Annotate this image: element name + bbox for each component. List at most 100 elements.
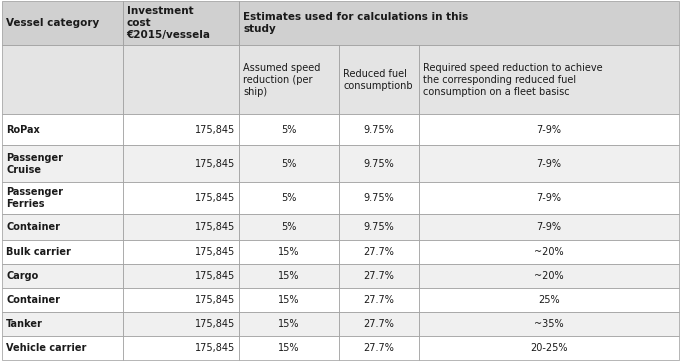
Bar <box>239 1 679 45</box>
Bar <box>339 214 419 240</box>
Bar <box>419 45 679 114</box>
Text: 15%: 15% <box>279 319 300 329</box>
Text: 5%: 5% <box>281 159 297 169</box>
Text: 7-9%: 7-9% <box>537 159 562 169</box>
Text: 20-25%: 20-25% <box>530 343 568 353</box>
Text: 9.75%: 9.75% <box>364 193 394 203</box>
Text: Vessel category: Vessel category <box>6 18 99 28</box>
Bar <box>239 336 339 360</box>
Text: 27.7%: 27.7% <box>364 319 394 329</box>
Text: Passenger
Cruise: Passenger Cruise <box>6 153 63 175</box>
Bar <box>2 45 123 114</box>
Bar <box>419 114 679 145</box>
Text: 15%: 15% <box>279 343 300 353</box>
Text: Bulk carrier: Bulk carrier <box>6 247 71 257</box>
Bar <box>419 288 679 312</box>
Text: Estimates used for calculations in this
study: Estimates used for calculations in this … <box>243 12 469 34</box>
Bar <box>339 45 419 114</box>
Bar <box>123 45 239 114</box>
Text: 15%: 15% <box>279 271 300 281</box>
Text: 27.7%: 27.7% <box>364 271 394 281</box>
Bar <box>2 182 123 214</box>
Bar <box>123 145 239 182</box>
Bar <box>419 312 679 336</box>
Text: Reduced fuel
consumptionb: Reduced fuel consumptionb <box>343 69 413 91</box>
Bar <box>239 114 339 145</box>
Bar <box>2 145 123 182</box>
Text: ~20%: ~20% <box>534 247 564 257</box>
Text: 175,845: 175,845 <box>195 343 235 353</box>
Bar <box>339 240 419 264</box>
Text: 15%: 15% <box>279 295 300 305</box>
Bar <box>239 240 339 264</box>
Bar <box>419 264 679 288</box>
Bar <box>2 214 123 240</box>
Text: 175,845: 175,845 <box>195 222 235 232</box>
Text: RoPax: RoPax <box>6 125 40 135</box>
Bar <box>2 1 123 45</box>
Bar <box>239 264 339 288</box>
Bar <box>339 145 419 182</box>
Text: 5%: 5% <box>281 125 297 135</box>
Text: Required speed reduction to achieve
the corresponding reduced fuel
consumption o: Required speed reduction to achieve the … <box>423 63 603 97</box>
Text: 25%: 25% <box>538 295 560 305</box>
Text: 175,845: 175,845 <box>195 295 235 305</box>
Bar <box>339 182 419 214</box>
Text: Container: Container <box>6 222 60 232</box>
Text: 9.75%: 9.75% <box>364 159 394 169</box>
Text: 15%: 15% <box>279 247 300 257</box>
Text: 5%: 5% <box>281 222 297 232</box>
Bar <box>123 312 239 336</box>
Bar <box>123 264 239 288</box>
Bar <box>2 240 123 264</box>
Bar <box>239 288 339 312</box>
Text: ~35%: ~35% <box>534 319 564 329</box>
Text: 9.75%: 9.75% <box>364 222 394 232</box>
Bar <box>2 288 123 312</box>
Bar <box>123 336 239 360</box>
Text: ~20%: ~20% <box>534 271 564 281</box>
Bar <box>123 288 239 312</box>
Bar <box>123 1 239 45</box>
Bar <box>2 336 123 360</box>
Bar <box>123 182 239 214</box>
Text: 175,845: 175,845 <box>195 125 235 135</box>
Text: 5%: 5% <box>281 193 297 203</box>
Bar <box>339 114 419 145</box>
Bar <box>419 240 679 264</box>
Text: 175,845: 175,845 <box>195 193 235 203</box>
Text: 27.7%: 27.7% <box>364 343 394 353</box>
Text: 175,845: 175,845 <box>195 271 235 281</box>
Bar <box>2 114 123 145</box>
Bar <box>419 214 679 240</box>
Bar <box>339 312 419 336</box>
Text: 175,845: 175,845 <box>195 319 235 329</box>
Text: 175,845: 175,845 <box>195 247 235 257</box>
Bar <box>239 45 339 114</box>
Bar <box>239 145 339 182</box>
Text: 7-9%: 7-9% <box>537 193 562 203</box>
Text: Vehicle carrier: Vehicle carrier <box>6 343 86 353</box>
Bar <box>239 214 339 240</box>
Bar <box>2 312 123 336</box>
Bar <box>123 114 239 145</box>
Bar <box>339 264 419 288</box>
Text: 7-9%: 7-9% <box>537 125 562 135</box>
Bar <box>419 145 679 182</box>
Text: 9.75%: 9.75% <box>364 125 394 135</box>
Text: 7-9%: 7-9% <box>537 222 562 232</box>
Bar <box>419 182 679 214</box>
Text: 27.7%: 27.7% <box>364 295 394 305</box>
Text: 27.7%: 27.7% <box>364 247 394 257</box>
Bar <box>2 264 123 288</box>
Text: Tanker: Tanker <box>6 319 43 329</box>
Text: Investment
cost
€2015/vessela: Investment cost €2015/vessela <box>127 6 210 40</box>
Bar <box>239 182 339 214</box>
Text: Cargo: Cargo <box>6 271 38 281</box>
Text: Container: Container <box>6 295 60 305</box>
Bar <box>419 336 679 360</box>
Text: Passenger
Ferries: Passenger Ferries <box>6 187 63 209</box>
Text: Assumed speed
reduction (per
ship): Assumed speed reduction (per ship) <box>243 63 321 97</box>
Bar <box>339 288 419 312</box>
Bar <box>123 214 239 240</box>
